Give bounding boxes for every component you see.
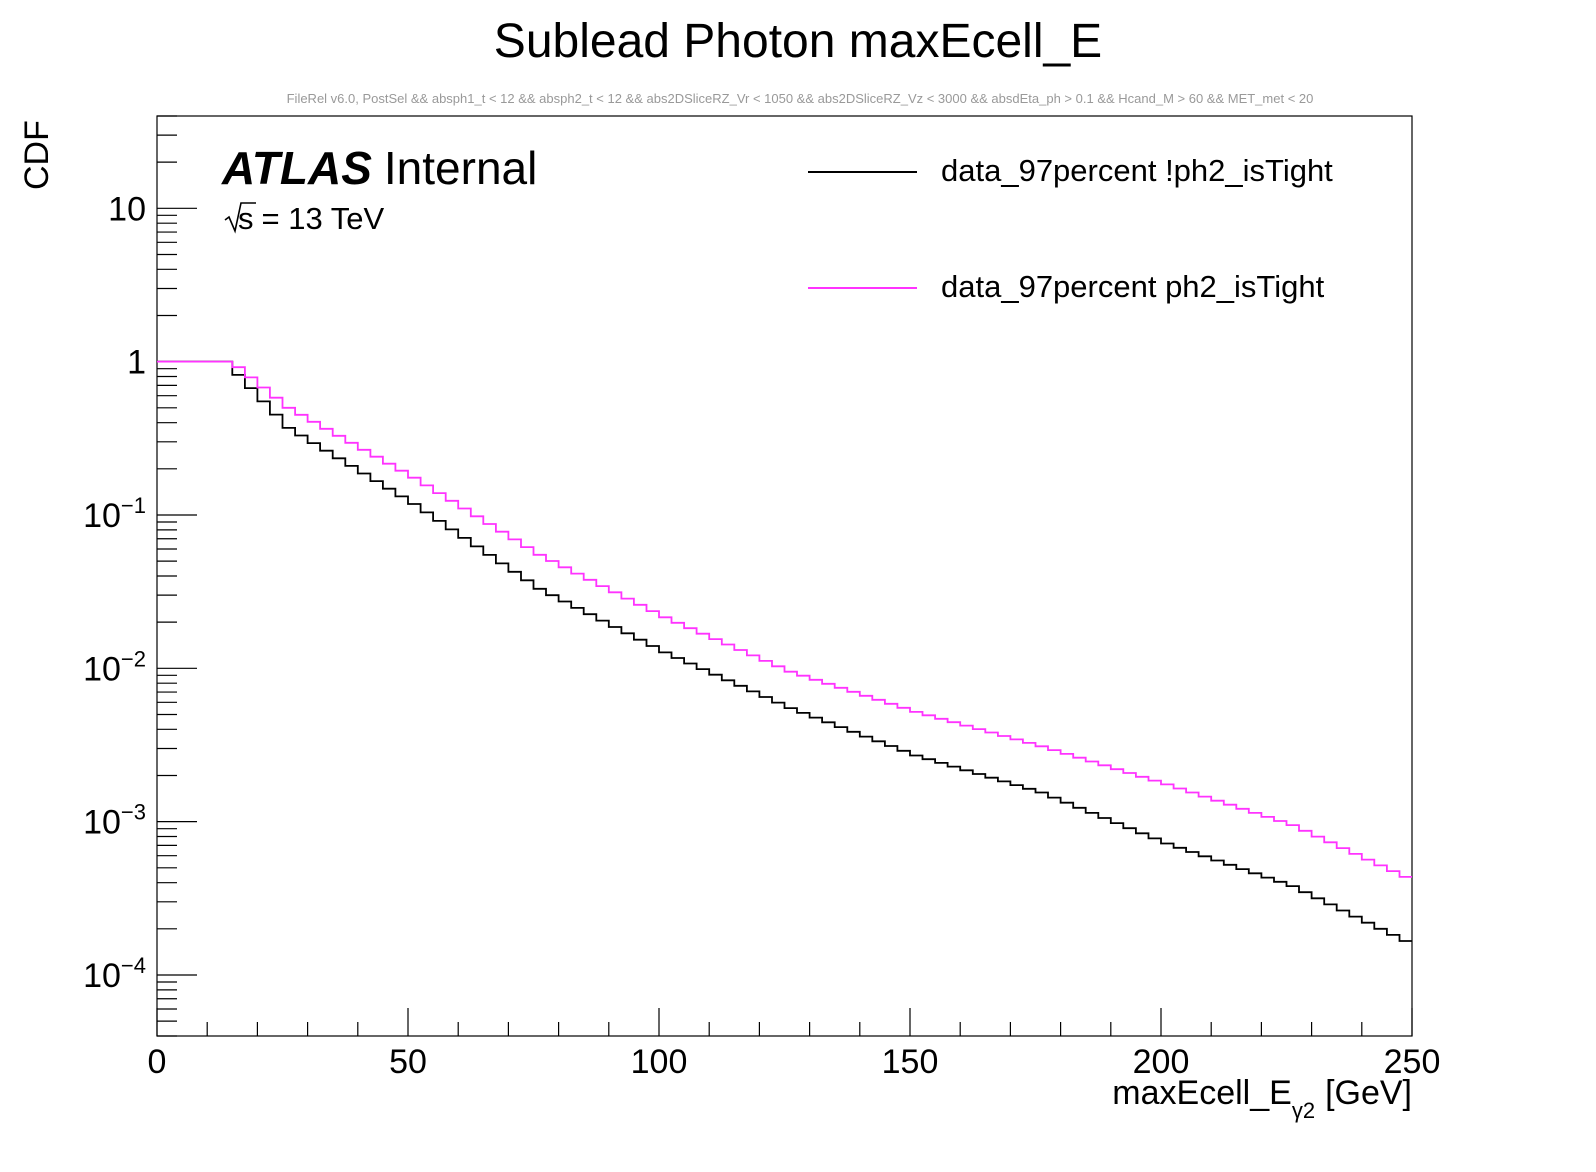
x-axis-label-main: maxEcell_E: [1112, 1074, 1292, 1112]
y-tick-label-base: 10: [83, 650, 121, 688]
y-tick-label-exponent: −4: [121, 953, 146, 978]
x-tick-label: 150: [882, 1043, 939, 1081]
y-tick-label: 1: [127, 344, 146, 382]
atlas-label: ATLAS Internal: [221, 142, 537, 194]
energy-sqrt-symbol: s: [238, 201, 254, 236]
x-axis-label: maxEcell_Eγ2 [GeV]: [1112, 1074, 1412, 1123]
y-axis-label: CDF: [18, 120, 56, 190]
y-tick-label: 10−2: [83, 646, 146, 688]
x-tick-label: 100: [631, 1043, 688, 1081]
x-axis-label-subscript: γ2: [1292, 1098, 1315, 1123]
x-tick-label: 250: [1384, 1043, 1441, 1081]
y-tick-label: 10−1: [83, 493, 146, 535]
y-tick-label-exponent: −2: [121, 646, 146, 671]
x-tick-label: 50: [389, 1043, 427, 1081]
x-tick-label: 200: [1133, 1043, 1190, 1081]
legend-label-0: data_97percent !ph2_isTight: [941, 153, 1333, 188]
series-line-1: [157, 360, 1412, 878]
y-tick-label-exponent: −1: [121, 493, 146, 518]
legend-label-1: data_97percent ph2_isTight: [941, 269, 1325, 304]
chart-title: Sublead Photon maxEcell_E: [494, 15, 1102, 68]
plot-frame: [156, 115, 1413, 1037]
x-axis-tick-labels: 0 50 100 150 200 250: [148, 1043, 1441, 1081]
series-line-0: [157, 360, 1412, 942]
y-tick-label-base: 10: [83, 497, 121, 535]
sqrt-sign: [224, 202, 256, 234]
y-tick-label-base: 10: [83, 804, 121, 842]
y-tick-label: 10−3: [83, 800, 146, 842]
chart-subtitle: FileRel v6.0, PostSel && absph1_t < 12 &…: [287, 91, 1314, 106]
energy-label: s = 13 TeV: [238, 201, 384, 236]
x-tick-label: 0: [148, 1043, 167, 1081]
y-tick-label-base: 10: [108, 190, 146, 228]
x-axis-ticks: [156, 1008, 1413, 1036]
y-tick-label-base: 1: [127, 344, 146, 382]
atlas-experiment: ATLAS: [221, 142, 372, 194]
y-tick-label-base: 10: [83, 957, 121, 995]
series-group: [157, 360, 1412, 942]
energy-value: = 13 TeV: [262, 201, 385, 236]
atlas-status: Internal: [384, 142, 537, 194]
x-axis-label-unit: [GeV]: [1325, 1074, 1412, 1112]
y-axis-ticks: [157, 115, 197, 1037]
y-tick-label: 10: [108, 190, 146, 228]
y-tick-label: 10−4: [83, 953, 146, 995]
legend: data_97percent !ph2_isTight data_97perce…: [808, 153, 1333, 304]
y-tick-label-exponent: −3: [121, 800, 146, 825]
